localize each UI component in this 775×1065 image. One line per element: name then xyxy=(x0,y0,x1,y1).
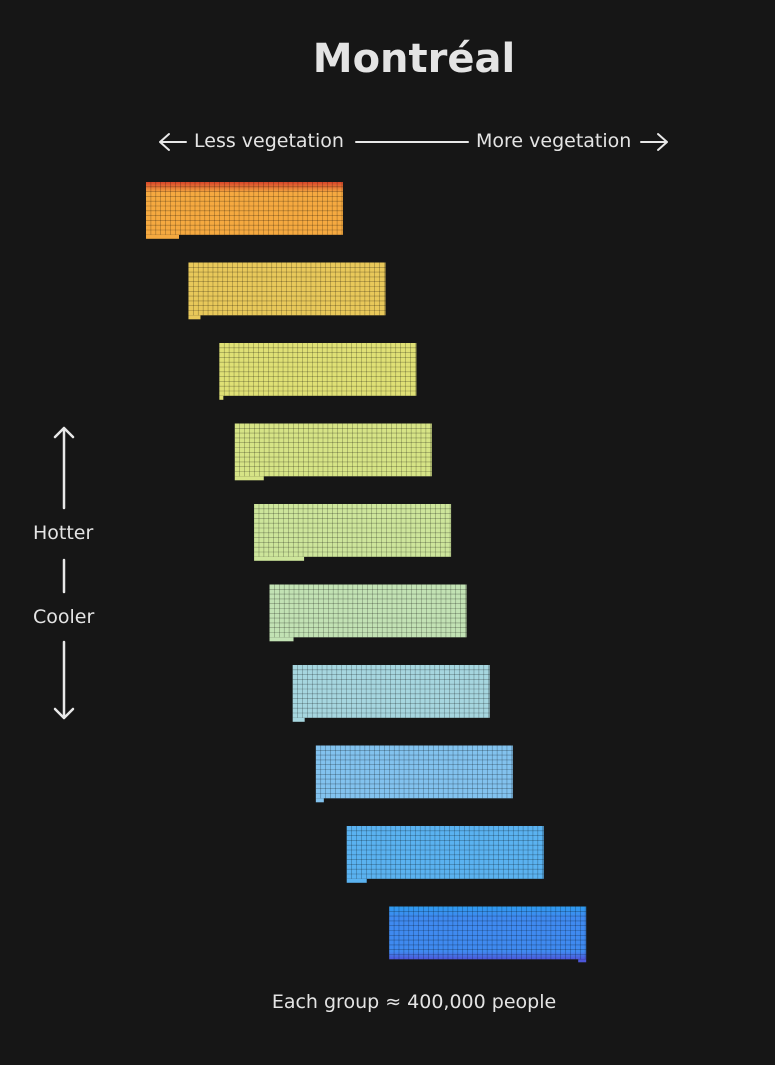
less-vegetation-label: Less vegetation xyxy=(194,130,344,152)
waffle-block xyxy=(346,826,544,879)
waffle-partial-row xyxy=(578,959,587,963)
waffle-group-9 xyxy=(346,826,544,883)
left-arrow-icon xyxy=(159,133,187,151)
waffle-grid xyxy=(269,584,467,638)
vegetation-axis-arrows xyxy=(159,133,668,151)
waffle-block xyxy=(219,343,417,396)
waffle-block xyxy=(254,504,452,557)
waffle-group-7 xyxy=(292,665,490,722)
waffle-partial-row xyxy=(254,556,305,561)
waffle-grid xyxy=(188,262,386,316)
waffle-grid xyxy=(254,504,452,557)
waffle-block xyxy=(389,906,587,960)
footer-note: Each group ≈ 400,000 people xyxy=(271,991,557,1013)
waffle-partial-row xyxy=(188,315,201,320)
page-title: Montréal xyxy=(312,36,516,82)
waffle-partial-row xyxy=(269,637,294,642)
waffle-group-3 xyxy=(219,343,417,400)
waffle-group-4 xyxy=(234,423,432,481)
waffle-block xyxy=(234,423,432,477)
waffle-group-6 xyxy=(269,584,467,642)
cooler-label: Cooler xyxy=(33,606,95,628)
waffle-grid xyxy=(234,423,432,477)
down-arrow-icon xyxy=(53,640,75,720)
waffle-block xyxy=(146,182,343,235)
waffle-partial-row xyxy=(219,395,224,400)
waffle-partial-row xyxy=(315,798,324,803)
waffle-partial-row xyxy=(346,878,367,883)
more-vegetation-label: More vegetation xyxy=(476,130,632,152)
waffle-group-1 xyxy=(146,182,343,239)
waffle-group-10 xyxy=(389,906,587,963)
waffle-partial-row xyxy=(146,234,179,239)
waffle-partial-row xyxy=(292,717,305,722)
hotter-label: Hotter xyxy=(33,522,94,544)
waffle-group-5 xyxy=(254,504,452,561)
waffle-group-8 xyxy=(315,745,513,803)
waffle-grid xyxy=(346,826,544,879)
waffle-grid xyxy=(146,182,343,235)
up-arrow-icon xyxy=(53,426,75,510)
waffle-grid xyxy=(315,745,513,799)
waffle-block xyxy=(292,665,490,718)
waffle-grid xyxy=(292,665,490,718)
waffle-block xyxy=(188,262,386,316)
waffle-partial-row xyxy=(234,476,264,481)
waffle-group-2 xyxy=(188,262,386,320)
right-arrow-icon xyxy=(640,133,668,151)
waffle-grid xyxy=(219,343,417,396)
waffle-block xyxy=(269,584,467,638)
waffle-grid xyxy=(389,906,587,960)
waffle-block xyxy=(315,745,513,799)
vegetation-axis: Less vegetation More vegetation xyxy=(0,128,775,158)
